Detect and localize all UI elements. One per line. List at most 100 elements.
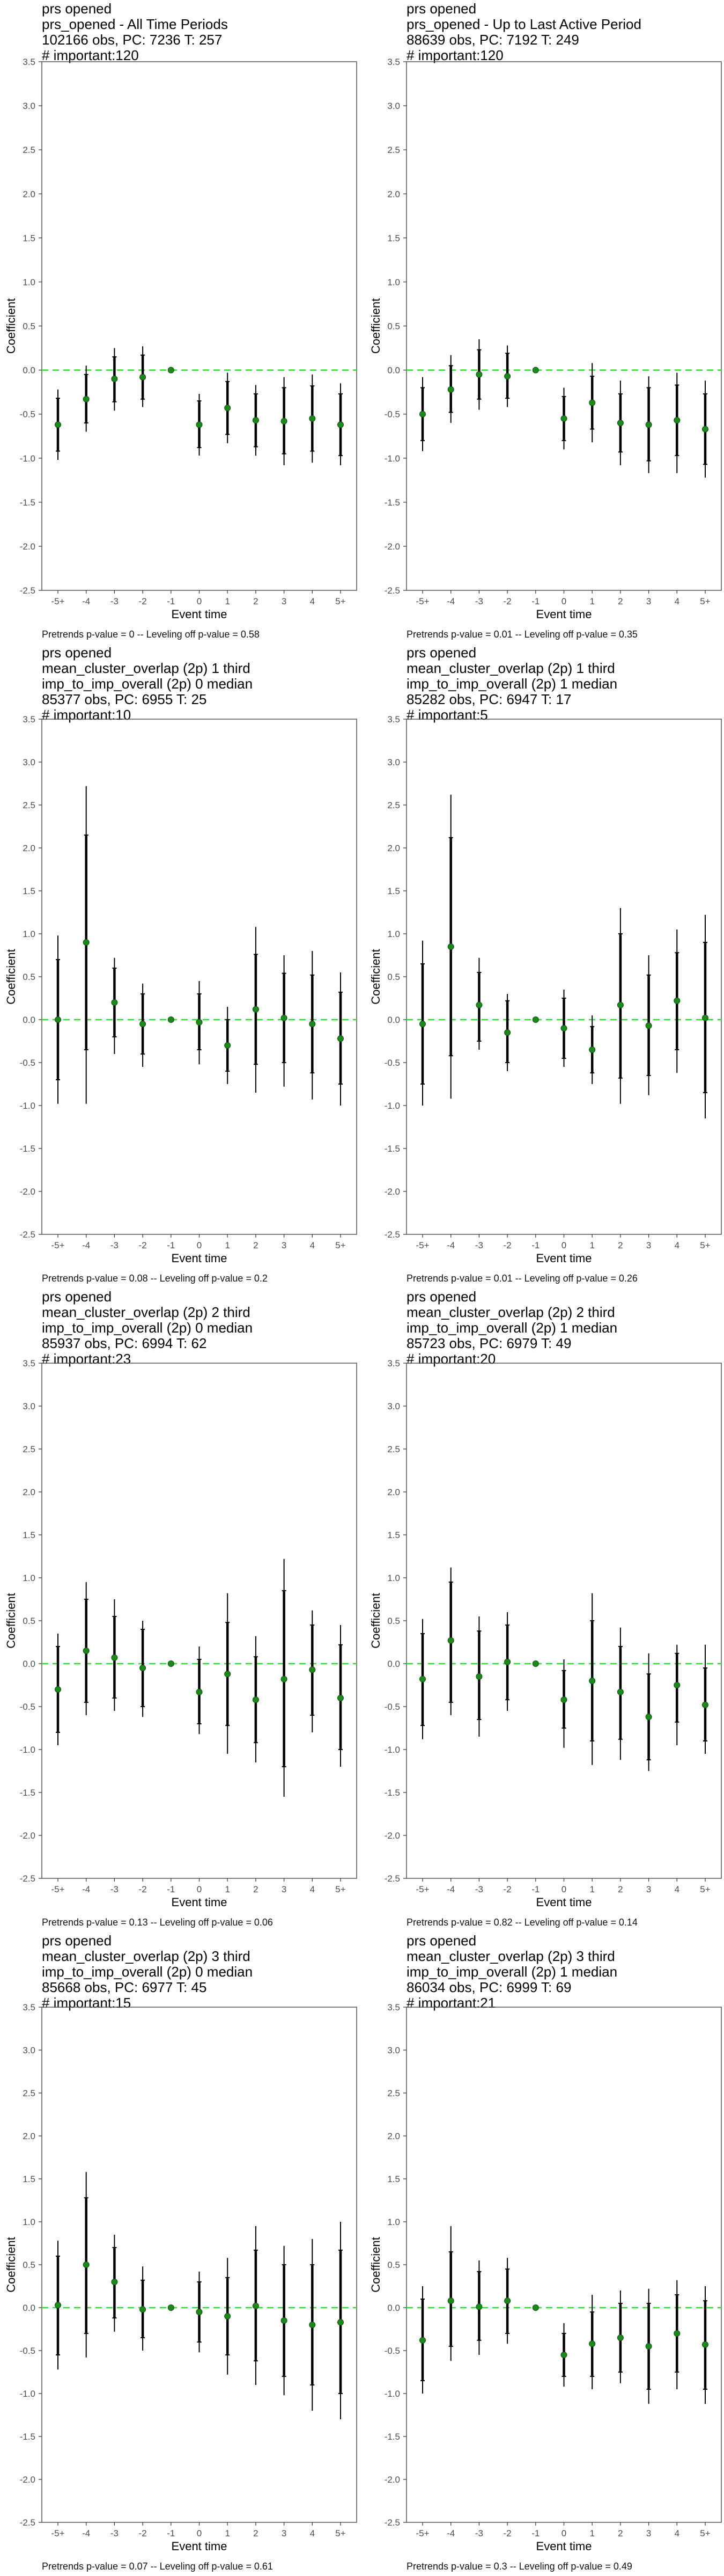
coefficient-point <box>139 1665 146 1671</box>
x-tick-label: 4 <box>675 2528 679 2538</box>
y-tick-label: 2.0 <box>23 1487 35 1497</box>
x-tick-label: 3 <box>646 1884 651 1894</box>
x-axis-label: Event time <box>536 1896 592 1909</box>
coefficient-point <box>309 1021 316 1027</box>
y-tick-label: 2.0 <box>23 2131 35 2141</box>
y-tick-label: -1.0 <box>385 1101 400 1111</box>
coefficient-point <box>167 367 174 374</box>
chart-title-line: # important:120 <box>42 47 139 63</box>
y-tick-label: 3.5 <box>387 2002 400 2012</box>
coefficient-point <box>645 2343 652 2350</box>
coefficient-point <box>674 997 681 1004</box>
y-axis-label: Coefficient <box>369 949 382 1005</box>
x-tick-label: -4 <box>447 1240 455 1250</box>
y-axis-label: Coefficient <box>369 1593 382 1649</box>
chart-title-line: mean_cluster_overlap (2p) 1 third <box>42 660 250 676</box>
y-axis-label: Coefficient <box>4 2237 18 2293</box>
chart-plot: -2.5 -2.0 -1.5 -1.0 -0.5 0.0 0.5 1.0 1.5 2.0 2.5 3.… <box>4 714 357 1265</box>
coefficient-point <box>55 421 61 428</box>
plot-frame <box>41 719 357 1235</box>
chart-title-line: prs opened <box>42 1933 112 1949</box>
x-tick-label: -1 <box>167 596 175 606</box>
y-tick-label: 3.0 <box>23 101 35 111</box>
chart-title-line: 88639 obs, PC: 7192 T: 249 <box>407 32 579 48</box>
y-tick-label: 3.0 <box>387 757 400 767</box>
chart-title: prs opened mean_cluster_overlap (2p) 3 th… <box>407 1933 617 2011</box>
coefficient-point <box>252 417 259 424</box>
y-tick-label: -2.0 <box>20 1831 35 1841</box>
coefficient-point <box>83 2262 90 2268</box>
y-tick-label: 0.0 <box>23 2303 35 2313</box>
y-tick-label: -1.5 <box>385 2432 400 2442</box>
coefficient-point <box>560 2352 567 2358</box>
chart-title-line: prs opened <box>407 1 477 17</box>
x-axis-label: Event time <box>172 608 227 621</box>
coefficient-point <box>337 421 344 428</box>
coefficient-point <box>589 2340 596 2347</box>
coefficient-point <box>111 376 118 382</box>
y-axis-label: Coefficient <box>4 949 18 1005</box>
coefficient-point <box>504 1658 511 1665</box>
coefficient-point <box>337 2319 344 2326</box>
y-tick-label: -2.0 <box>20 541 35 552</box>
coefficient-point <box>589 1046 596 1053</box>
y-tick-label: 0.5 <box>387 972 400 982</box>
x-tick-label: -1 <box>531 1884 540 1894</box>
x-tick-label: -4 <box>82 2528 90 2538</box>
y-tick-label: -2.5 <box>20 586 35 596</box>
x-tick-label: 3 <box>646 596 651 606</box>
x-tick-label: -5+ <box>416 1240 429 1250</box>
x-tick-label: -1 <box>531 2528 540 2538</box>
y-tick-label: -1.0 <box>20 1745 35 1755</box>
x-tick-label: -4 <box>82 596 90 606</box>
chart-plot: -2.5 -2.0 -1.5 -1.0 -0.5 0.0 0.5 1.0 1.5 2.0 2.5 3.… <box>369 1358 722 1909</box>
x-tick-label: 4 <box>310 596 315 606</box>
y-tick-label: -1.0 <box>20 453 35 464</box>
y-tick-label: -1.5 <box>20 1788 35 1798</box>
x-tick-label: 1 <box>589 1240 594 1250</box>
y-tick-label: 3.5 <box>23 2002 35 2012</box>
coefficient-point <box>702 1701 708 1708</box>
y-tick-label: -1.0 <box>385 2389 400 2399</box>
y-tick-label: 1.0 <box>387 2217 400 2227</box>
chart-title-line: # important:120 <box>407 47 504 63</box>
chart-title-line: # important:21 <box>407 1995 496 2011</box>
y-tick-label: 0.0 <box>23 1659 35 1669</box>
y-tick-label: -1.0 <box>20 2389 35 2399</box>
y-tick-label: -0.5 <box>20 409 35 420</box>
chart-title-line: imp_to_imp_overall (2p) 1 median <box>407 1320 618 1336</box>
y-tick-label: 1.5 <box>387 2174 400 2184</box>
x-tick-label: -5+ <box>416 596 429 606</box>
y-tick-label: -2.5 <box>385 2518 400 2528</box>
coefficient-point <box>447 2297 454 2304</box>
y-tick-label: 0.5 <box>387 1616 400 1626</box>
coefficient-point <box>589 1678 596 1684</box>
coefficient-point <box>476 1673 483 1680</box>
chart-title-line: # important:20 <box>407 1351 496 1367</box>
x-axis-label: Event time <box>172 2540 227 2553</box>
chart-plot: -2.5 -2.0 -1.5 -1.0 -0.5 0.0 0.5 1.0 1.5 2.0 2.5 3.… <box>369 57 722 621</box>
x-tick-label: 3 <box>282 2528 286 2538</box>
x-tick-label: 2 <box>618 596 623 606</box>
y-tick-label: 2.0 <box>387 843 400 853</box>
y-tick-label: -0.5 <box>385 1702 400 1712</box>
y-tick-label: 1.5 <box>387 233 400 243</box>
coefficient-point <box>196 421 203 428</box>
x-tick-label: -1 <box>167 2528 175 2538</box>
chart-title: prs opened mean_cluster_overlap (2p) 1 th… <box>42 645 253 723</box>
chart-plot: -2.5 -2.0 -1.5 -1.0 -0.5 0.0 0.5 1.0 1.5 2.0 2.5 3.… <box>4 2002 357 2553</box>
coefficient-point <box>309 2322 316 2328</box>
y-tick-label: -2.0 <box>385 1831 400 1841</box>
y-tick-label: -2.5 <box>385 1874 400 1884</box>
plot-frame <box>406 719 722 1235</box>
y-axis-label: Coefficient <box>369 2237 382 2293</box>
y-tick-label: 0.5 <box>23 1616 35 1626</box>
y-tick-label: -2.5 <box>20 2518 35 2528</box>
x-tick-label: 2 <box>253 1240 258 1250</box>
coefficient-point <box>674 1682 681 1688</box>
y-tick-label: 0.0 <box>387 1015 400 1025</box>
x-tick-label: 2 <box>253 2528 258 2538</box>
coefficient-point <box>83 1648 90 1654</box>
chart-title: prs opened prs_opened - Up to Last Active… <box>407 1 641 63</box>
x-tick-label: -5+ <box>51 1884 64 1894</box>
